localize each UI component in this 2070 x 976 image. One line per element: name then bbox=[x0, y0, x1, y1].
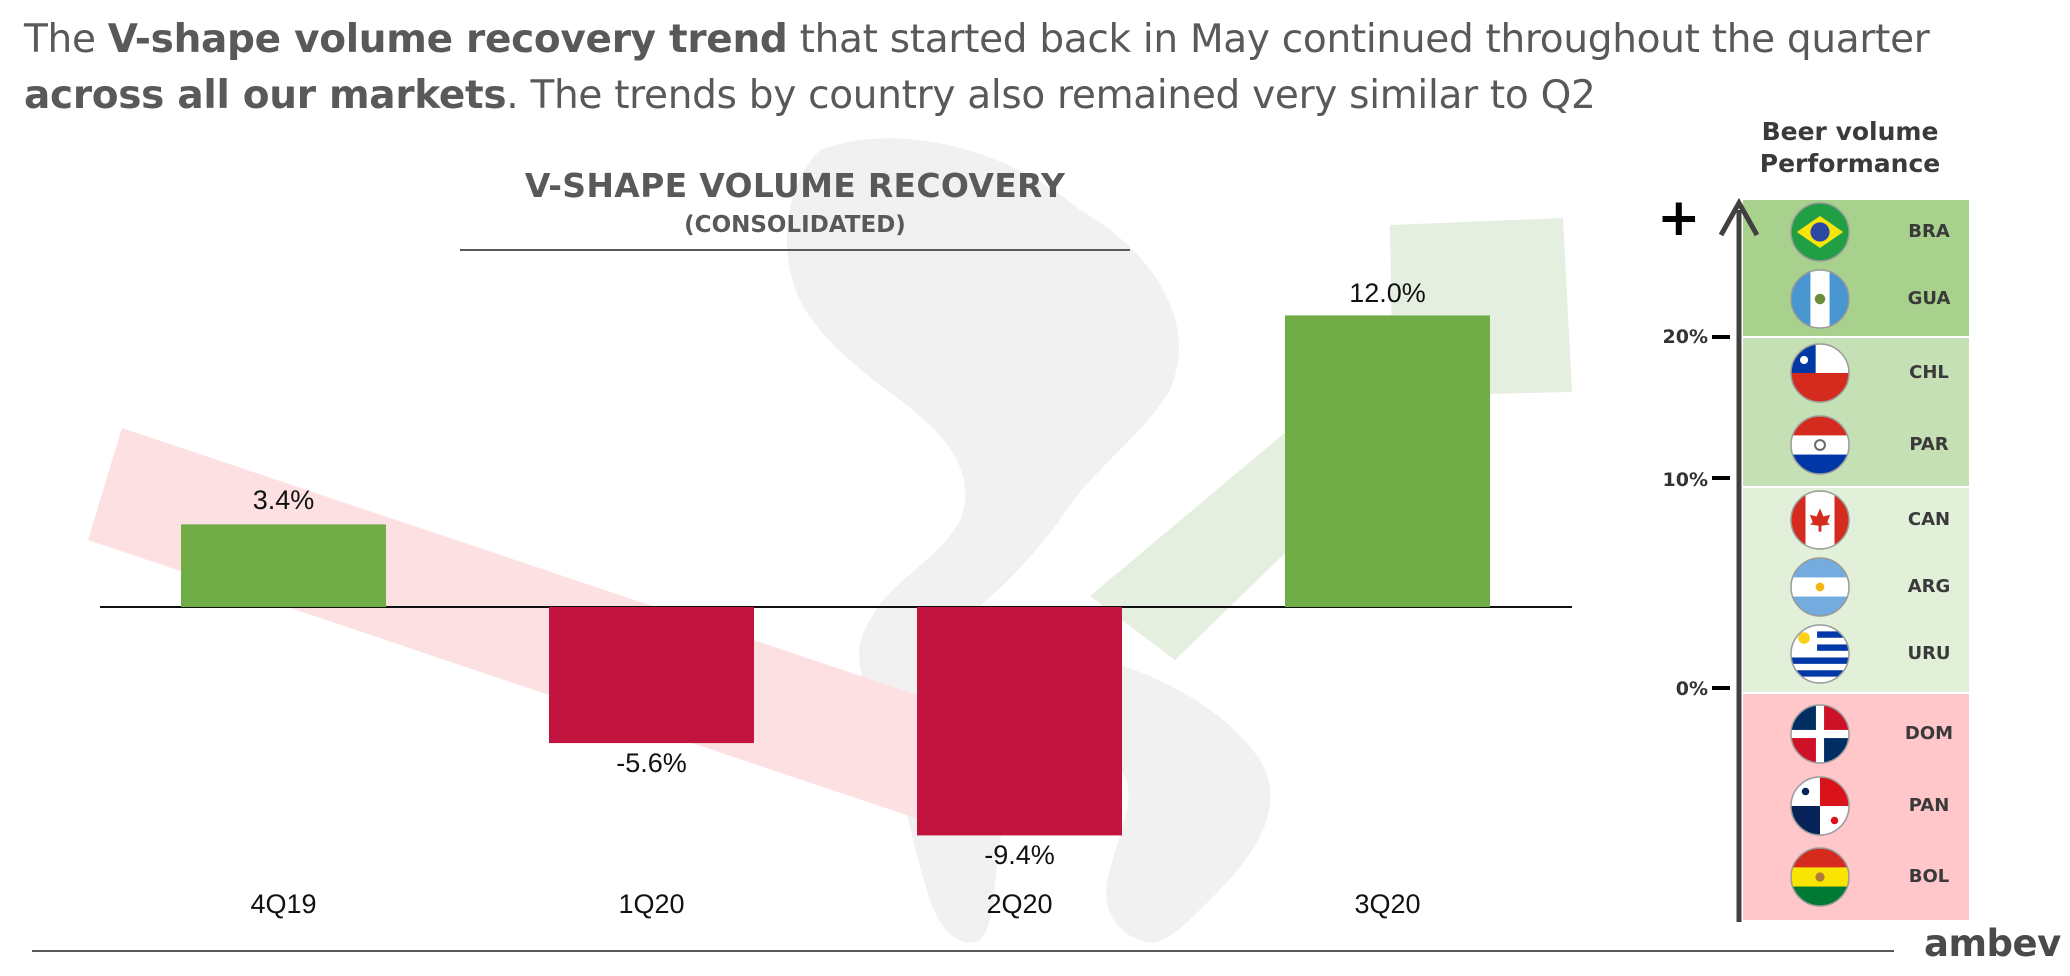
bars-layer bbox=[181, 315, 1490, 836]
guatemala-flag-icon bbox=[1791, 270, 1849, 328]
country-code-pan: PAN bbox=[1908, 795, 1950, 816]
country-code-arg: ARG bbox=[1907, 576, 1951, 597]
bar-1q20 bbox=[549, 607, 754, 744]
paraguay-flag-icon bbox=[1791, 416, 1849, 474]
dominican-republic-flag-icon bbox=[1791, 705, 1849, 763]
chart-subtitle: (CONSOLIDATED) bbox=[684, 212, 906, 238]
category-label-2q20: 2Q20 bbox=[986, 889, 1053, 919]
plus-icon: + bbox=[1657, 188, 1701, 248]
country-code-chl: CHL bbox=[1909, 362, 1949, 383]
performance-title-line2: Performance bbox=[1759, 149, 1941, 178]
bar-2q20 bbox=[917, 607, 1122, 836]
flag-outline bbox=[1790, 415, 1850, 475]
performance-band-1 bbox=[1743, 200, 1969, 336]
performance-bands bbox=[1743, 200, 1969, 920]
value-label-1q20: -5.6% bbox=[616, 748, 687, 778]
value-label-2q20: -9.4% bbox=[984, 840, 1055, 870]
performance-title-line1: Beer volume bbox=[1761, 117, 1939, 146]
flag-outline bbox=[1790, 704, 1850, 764]
bar-3q20 bbox=[1285, 315, 1490, 607]
performance-band-2 bbox=[1743, 338, 1969, 486]
performance-title: Beer volume Performance bbox=[1715, 116, 1985, 180]
bar-4q19 bbox=[181, 524, 386, 607]
performance-arrow-head bbox=[1718, 197, 1760, 237]
country-code-bra: BRA bbox=[1908, 221, 1950, 242]
performance-band-3 bbox=[1743, 488, 1969, 692]
category-label-3q20: 3Q20 bbox=[1354, 889, 1421, 919]
tick-label-10: 10% bbox=[1662, 469, 1708, 491]
brazil-flag-icon bbox=[1791, 203, 1849, 261]
bolivia-flag-icon bbox=[1791, 848, 1849, 906]
value-label-3q20: 12.0% bbox=[1349, 278, 1426, 308]
flag-outline bbox=[1790, 776, 1850, 836]
value-label-4q19: 3.4% bbox=[252, 485, 315, 515]
country-code-dom: DOM bbox=[1904, 723, 1954, 744]
ambev-logo: ambev bbox=[1924, 922, 2061, 965]
country-code-gua: GUA bbox=[1907, 288, 1951, 309]
tick-label-20: 20% bbox=[1662, 326, 1708, 348]
argentina-flag-icon bbox=[1791, 558, 1849, 616]
flag-outline bbox=[1790, 202, 1850, 262]
performance-band-4 bbox=[1743, 694, 1969, 920]
headline: The V-shape volume recovery trend that s… bbox=[24, 17, 1930, 118]
category-label-4q19: 4Q19 bbox=[250, 889, 317, 919]
flag-outline bbox=[1790, 490, 1850, 550]
flag-outline bbox=[1790, 343, 1850, 403]
flag-outline bbox=[1790, 624, 1850, 684]
tick-label-0: 0% bbox=[1675, 678, 1708, 700]
flag-outline bbox=[1790, 269, 1850, 329]
footer-rule bbox=[32, 950, 1894, 952]
chart-title: V-SHAPE VOLUME RECOVERY bbox=[524, 166, 1066, 205]
country-code-par: PAR bbox=[1909, 434, 1949, 455]
title-underline bbox=[460, 249, 1130, 251]
country-code-bol: BOL bbox=[1908, 866, 1950, 887]
country-code-uru: URU bbox=[1907, 643, 1951, 664]
flag-outline bbox=[1790, 847, 1850, 907]
flag-outline bbox=[1790, 557, 1850, 617]
country-code-can: CAN bbox=[1907, 509, 1951, 530]
category-label-1q20: 1Q20 bbox=[618, 889, 685, 919]
